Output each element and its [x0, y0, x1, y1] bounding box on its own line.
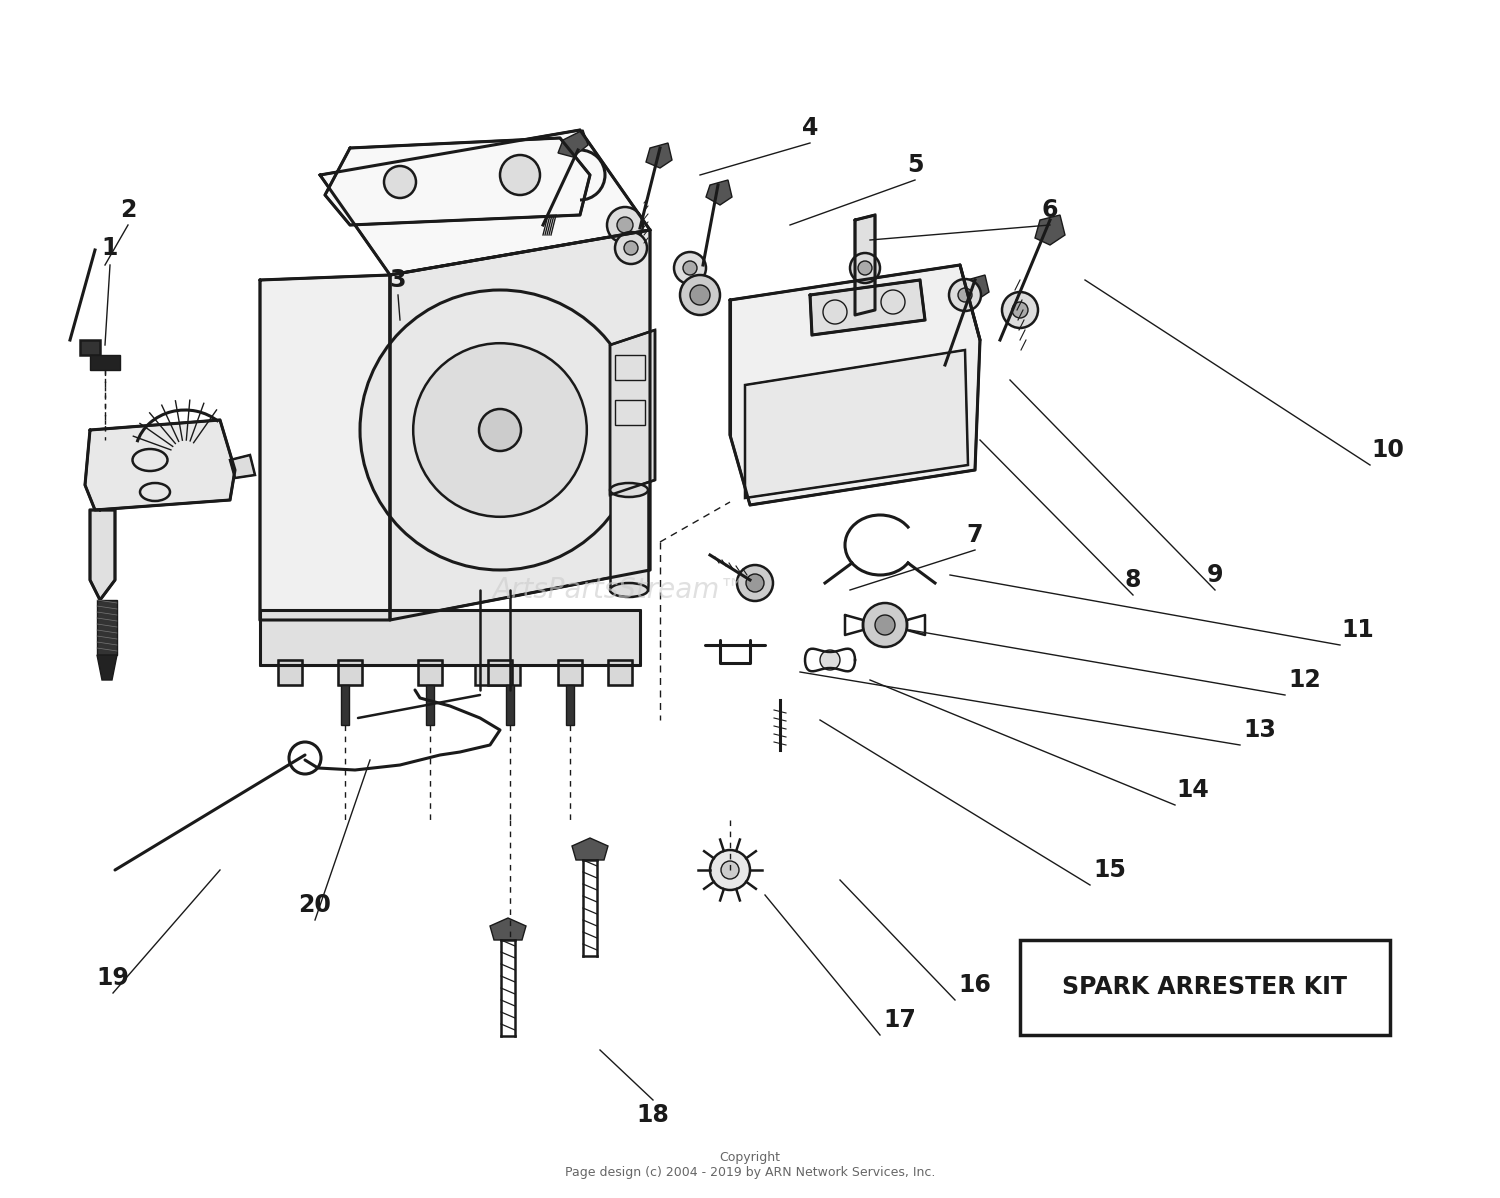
- Circle shape: [880, 290, 904, 314]
- Circle shape: [478, 409, 520, 450]
- Circle shape: [384, 167, 416, 198]
- Polygon shape: [963, 276, 988, 300]
- Circle shape: [862, 603, 907, 647]
- Circle shape: [1013, 302, 1028, 317]
- Text: SPARK ARRESTER KIT: SPARK ARRESTER KIT: [1062, 975, 1347, 999]
- Text: 12: 12: [1288, 668, 1322, 692]
- Polygon shape: [86, 420, 236, 510]
- Circle shape: [682, 261, 698, 276]
- Circle shape: [874, 615, 896, 635]
- Polygon shape: [320, 131, 650, 276]
- Bar: [566, 685, 574, 725]
- Polygon shape: [608, 660, 631, 685]
- Circle shape: [680, 276, 720, 315]
- Circle shape: [824, 300, 848, 323]
- Polygon shape: [338, 660, 362, 685]
- Circle shape: [616, 217, 633, 232]
- Bar: [476, 651, 520, 685]
- Circle shape: [736, 565, 772, 601]
- Polygon shape: [390, 230, 650, 621]
- Bar: [506, 685, 515, 725]
- Circle shape: [690, 285, 709, 305]
- Text: 10: 10: [1371, 438, 1404, 462]
- Polygon shape: [646, 143, 672, 168]
- Text: 9: 9: [1206, 563, 1224, 587]
- Circle shape: [746, 574, 764, 592]
- Polygon shape: [558, 660, 582, 685]
- Circle shape: [624, 241, 638, 255]
- Polygon shape: [488, 660, 512, 685]
- Polygon shape: [572, 837, 608, 860]
- Circle shape: [360, 290, 640, 570]
- Text: 17: 17: [884, 1008, 916, 1031]
- Text: 14: 14: [1176, 778, 1209, 801]
- Polygon shape: [746, 350, 968, 498]
- Text: 11: 11: [1341, 618, 1374, 642]
- Polygon shape: [90, 510, 116, 600]
- Text: 4: 4: [802, 116, 818, 140]
- Circle shape: [722, 861, 740, 879]
- Polygon shape: [855, 214, 874, 315]
- Circle shape: [608, 207, 644, 243]
- Bar: [610, 490, 648, 589]
- Circle shape: [1002, 292, 1038, 328]
- Polygon shape: [558, 131, 588, 157]
- Polygon shape: [260, 276, 390, 621]
- Circle shape: [821, 651, 840, 670]
- Text: 5: 5: [906, 153, 922, 177]
- Text: Copyright
Page design (c) 2004 - 2019 by ARN Network Services, Inc.: Copyright Page design (c) 2004 - 2019 by…: [566, 1151, 934, 1179]
- Bar: [615, 355, 645, 380]
- Text: 18: 18: [636, 1103, 669, 1127]
- Circle shape: [850, 253, 880, 283]
- Text: ArtsPartsStream™: ArtsPartsStream™: [492, 576, 747, 604]
- Polygon shape: [1035, 214, 1065, 246]
- Polygon shape: [490, 918, 526, 940]
- Text: 15: 15: [1094, 858, 1126, 882]
- Circle shape: [950, 279, 981, 311]
- Polygon shape: [810, 280, 926, 335]
- Polygon shape: [260, 610, 640, 665]
- Bar: [426, 685, 433, 725]
- Text: 16: 16: [958, 973, 992, 997]
- Circle shape: [500, 155, 540, 195]
- Circle shape: [858, 261, 871, 276]
- Text: 1: 1: [102, 236, 118, 260]
- Text: 8: 8: [1125, 568, 1142, 592]
- Polygon shape: [230, 455, 255, 478]
- Circle shape: [413, 343, 586, 516]
- Ellipse shape: [610, 583, 648, 597]
- Text: 19: 19: [96, 966, 129, 990]
- Polygon shape: [610, 329, 656, 495]
- Polygon shape: [730, 265, 980, 506]
- Text: 20: 20: [298, 893, 332, 916]
- Text: 13: 13: [1244, 718, 1276, 742]
- Text: 3: 3: [390, 268, 406, 292]
- Circle shape: [958, 288, 972, 302]
- Polygon shape: [98, 655, 117, 680]
- Bar: [340, 685, 350, 725]
- Polygon shape: [419, 660, 442, 685]
- Polygon shape: [278, 660, 302, 685]
- Circle shape: [710, 851, 750, 890]
- Polygon shape: [326, 138, 590, 225]
- Circle shape: [615, 232, 646, 264]
- Text: 2: 2: [120, 198, 136, 222]
- Bar: [98, 600, 117, 655]
- Bar: [615, 400, 645, 425]
- Polygon shape: [80, 340, 100, 355]
- Circle shape: [674, 252, 706, 284]
- Text: 7: 7: [966, 524, 984, 547]
- Bar: [90, 355, 120, 370]
- Bar: [1020, 940, 1390, 1035]
- Ellipse shape: [610, 483, 648, 497]
- Text: 6: 6: [1041, 198, 1059, 222]
- Polygon shape: [706, 180, 732, 205]
